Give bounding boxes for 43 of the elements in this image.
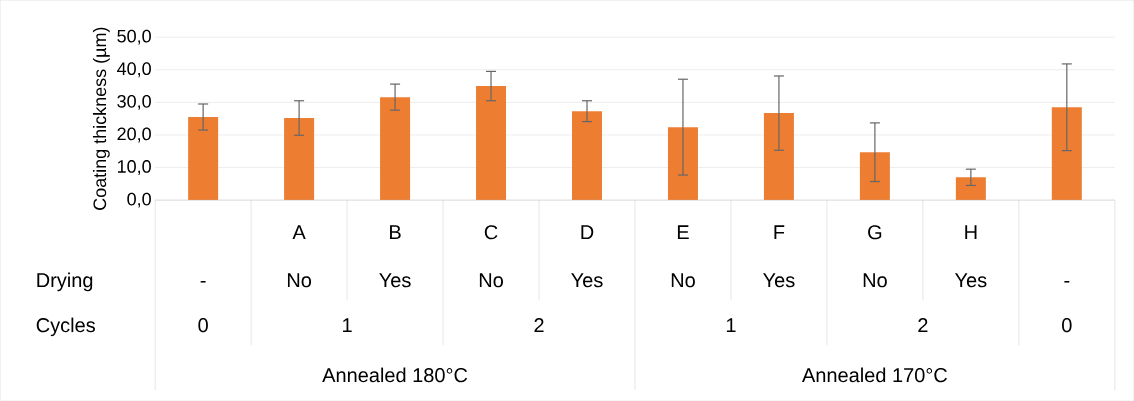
x-tick-label: E bbox=[677, 225, 689, 239]
text: 1 bbox=[726, 318, 736, 332]
text: Yes bbox=[571, 273, 603, 288]
x-tick-label: G bbox=[868, 225, 882, 240]
y-tick-label: 50,0 bbox=[117, 29, 151, 45]
text: Drying bbox=[37, 272, 93, 292]
y-axis-title: Coating thickness (µm) bbox=[92, 27, 110, 210]
text: 0 bbox=[1062, 318, 1072, 333]
y-tick-label: 0,0 bbox=[127, 192, 151, 208]
text: Cycles bbox=[36, 317, 95, 337]
bar bbox=[763, 112, 794, 200]
text: Yes bbox=[763, 273, 795, 288]
text: - bbox=[1064, 280, 1070, 283]
text: Annealed 180°C bbox=[322, 367, 468, 383]
bar bbox=[1051, 107, 1082, 200]
text: No bbox=[287, 273, 312, 288]
text: Yes bbox=[379, 273, 411, 288]
text: No bbox=[863, 273, 887, 288]
text: Annealed 170°C bbox=[802, 367, 947, 383]
x-tick-label: H bbox=[965, 225, 977, 239]
y-tick-label: 30,0 bbox=[117, 94, 151, 110]
y-tick-label: 10,0 bbox=[117, 159, 151, 175]
text: 1 bbox=[343, 318, 352, 332]
text: 0 bbox=[198, 318, 208, 333]
text: No bbox=[479, 273, 503, 288]
bar bbox=[188, 116, 219, 200]
bar bbox=[380, 97, 411, 200]
text: No bbox=[671, 273, 695, 288]
text: 2 bbox=[534, 318, 544, 332]
text: 2 bbox=[918, 318, 928, 332]
bar bbox=[284, 117, 315, 200]
x-tick-label: B bbox=[390, 225, 401, 239]
x-tick-label: A bbox=[292, 225, 306, 239]
text: Yes bbox=[954, 273, 987, 288]
x-tick-label: C bbox=[484, 225, 498, 240]
bar bbox=[955, 177, 986, 200]
y-tick-label: 40,0 bbox=[117, 62, 151, 78]
bar bbox=[572, 111, 602, 200]
y-tick-label: 20,0 bbox=[117, 127, 151, 143]
x-tick-label: F bbox=[774, 225, 785, 239]
text: - bbox=[200, 280, 206, 283]
bar bbox=[476, 85, 507, 200]
x-tick-label: D bbox=[581, 225, 594, 239]
